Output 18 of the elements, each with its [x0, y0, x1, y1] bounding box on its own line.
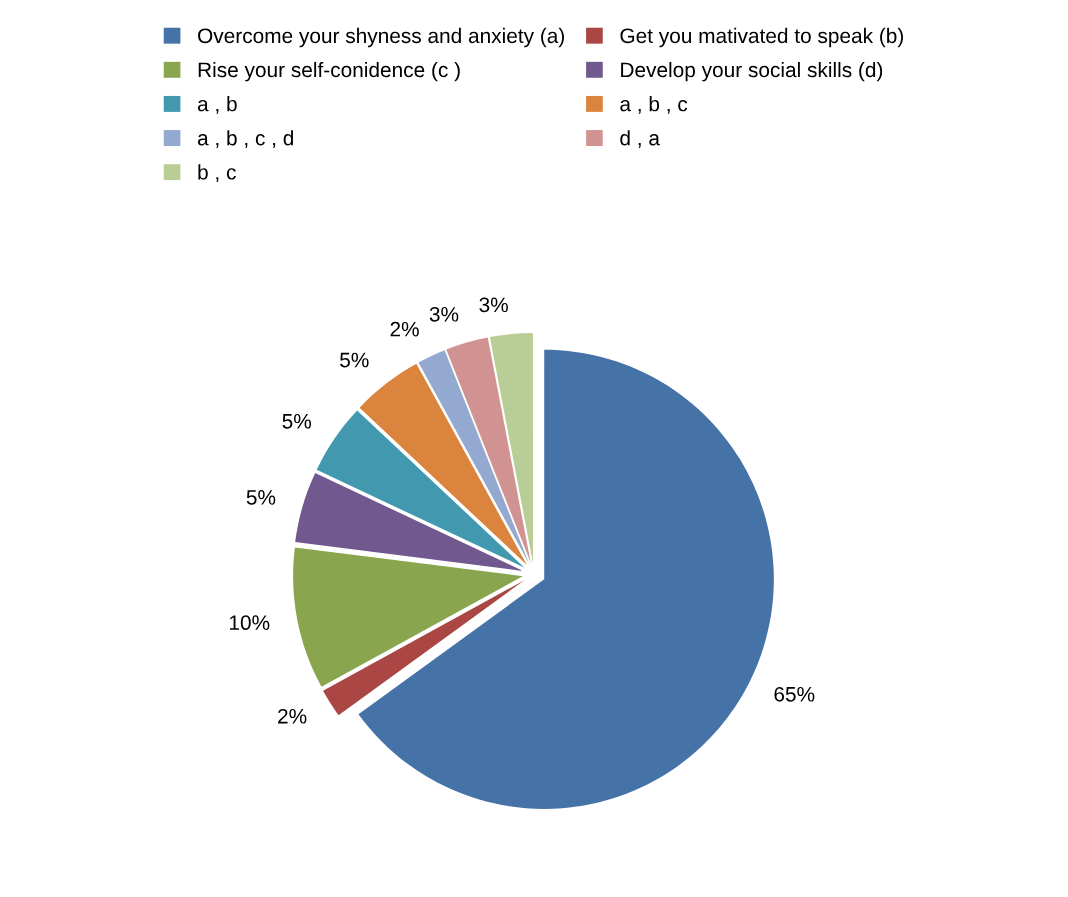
data-label: 3% [429, 306, 459, 322]
legend-label: Rise your self-conidence (c ) [198, 61, 460, 82]
data-label: 65% [774, 686, 815, 702]
data-label: 2% [278, 708, 307, 724]
legend-label: b , c [198, 164, 236, 183]
legend-label: d , a [620, 130, 660, 148]
legend-label: Overcome your shyness and anxiety (a) [198, 27, 564, 48]
data-label: 5% [340, 352, 369, 368]
data-label: 2% [390, 321, 419, 337]
data-label: 10% [229, 615, 270, 631]
data-label: 5% [246, 490, 276, 505]
legend-label: a , b , c , d [197, 130, 293, 148]
data-label: 3% [479, 297, 508, 313]
legend-label: a , b , c [620, 96, 688, 114]
legend-label: a , b [197, 96, 237, 114]
legend-label: Develop your social skills (d) [621, 61, 883, 82]
legend-label: Get you mativated to speak (b) [620, 27, 903, 48]
data-label: 5% [282, 414, 312, 429]
